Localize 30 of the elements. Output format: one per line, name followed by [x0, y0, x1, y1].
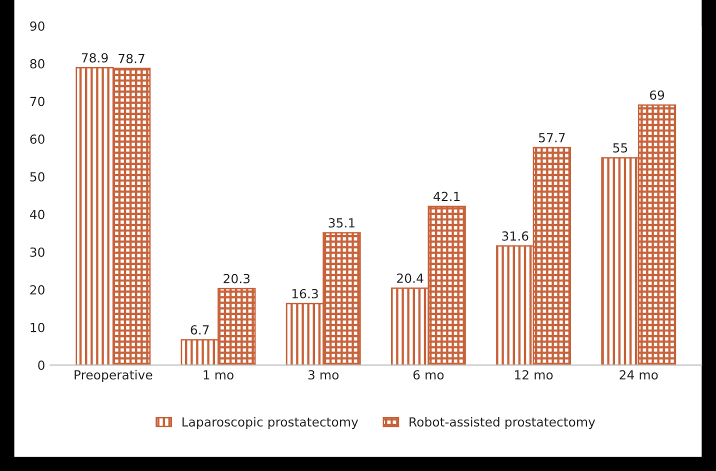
x-tick-label: Preoperative — [74, 370, 152, 382]
y-tick-label: 80 — [30, 59, 44, 69]
data-label: 78.9 — [82, 53, 108, 63]
data-label: 6.7 — [190, 325, 209, 335]
data-label: 35.1 — [328, 218, 355, 228]
y-tick-label: 60 — [30, 134, 44, 144]
legend-label: Laparoscopic prostatectomy — [182, 416, 358, 430]
x-tick-label: 1 mo — [204, 370, 234, 380]
y-tick-label: 10 — [30, 322, 44, 332]
y-tick-label: 50 — [30, 172, 44, 182]
y-tick-label: 40 — [30, 210, 44, 220]
data-label: 31.6 — [502, 231, 528, 241]
data-label: 20.4 — [397, 274, 424, 283]
y-tick-label: 90 — [30, 21, 44, 31]
data-label: 16.3 — [292, 288, 318, 298]
data-label: 20.3 — [224, 274, 250, 284]
y-tick-label: 0 — [38, 360, 44, 370]
x-tick-label: 3 mo — [308, 370, 339, 380]
data-label: 69 — [650, 90, 664, 100]
x-tick-label: 24 mo — [620, 370, 658, 380]
y-tick-label: 20 — [30, 285, 44, 295]
data-label: 57.7 — [538, 133, 565, 142]
data-label: 42.1 — [434, 192, 460, 202]
x-tick-label: 6 mo — [413, 370, 444, 380]
data-label: 78.7 — [118, 54, 144, 64]
x-tick-label: 12 mo — [515, 370, 553, 380]
y-tick-label: 30 — [30, 247, 44, 257]
data-label: 55 — [613, 143, 628, 153]
legend-label: Robot-assisted prostatectomy — [410, 416, 596, 430]
y-tick-label: 70 — [30, 96, 44, 106]
